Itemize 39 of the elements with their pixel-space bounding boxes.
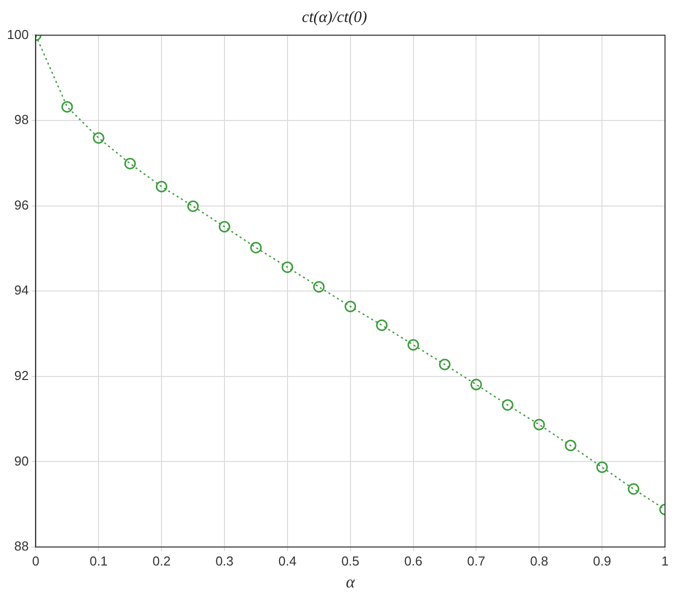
x-tick-label: 0.1 [90,553,108,568]
point [92,132,104,144]
point [313,281,325,293]
point [61,101,73,113]
y-tick-label: 88 [14,538,29,554]
point [438,358,450,370]
x-tick-label: 0 [32,553,40,568]
y-tick-label: 98 [14,112,29,128]
x-tick-label: 0.7 [467,553,486,568]
point [376,319,388,331]
y-tick-label: 100 [6,26,29,42]
point [596,461,608,473]
point [218,220,230,232]
point [156,180,168,192]
x-tick-label: 0.5 [341,553,360,568]
point [628,483,640,495]
point [282,261,294,273]
x-tick-label: 0.6 [404,553,422,568]
x-tick-label: 0.2 [152,553,171,568]
point [124,158,136,170]
x-axis-title: α [346,572,356,592]
y-tick-label: 90 [14,453,29,468]
point [187,200,199,212]
x-tick-label: 0.9 [593,553,612,568]
x-tick-label: 0.8 [530,553,548,568]
point [408,339,420,351]
point [470,378,482,390]
x-tick-label: 1 [661,553,669,568]
point [344,300,356,312]
y-tick-label: 94 [14,282,29,298]
x-tick-label: 0.3 [215,553,234,568]
point [502,399,514,411]
point [564,440,576,452]
point [250,242,262,254]
y-tick-label: 92 [14,368,29,383]
x-tick-label: 0.4 [278,553,296,568]
chart-title: ct(α)/ct(0) [302,8,368,26]
point [533,418,545,430]
y-tick-label: 96 [14,197,29,212]
